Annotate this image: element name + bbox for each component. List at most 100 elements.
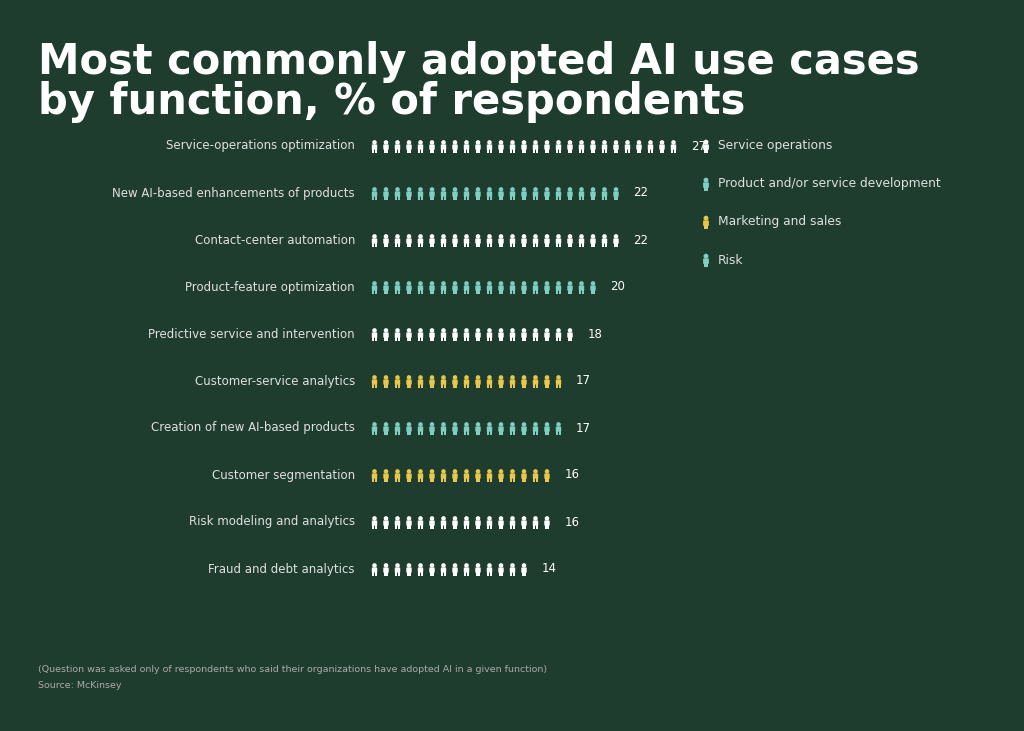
Bar bbox=[591, 196, 593, 200]
Circle shape bbox=[407, 187, 412, 192]
Circle shape bbox=[453, 422, 458, 427]
FancyBboxPatch shape bbox=[440, 145, 446, 150]
FancyBboxPatch shape bbox=[510, 426, 515, 431]
Bar bbox=[499, 431, 501, 434]
FancyBboxPatch shape bbox=[521, 145, 526, 150]
FancyBboxPatch shape bbox=[395, 474, 400, 479]
Circle shape bbox=[395, 422, 399, 427]
Bar bbox=[456, 478, 457, 482]
Bar bbox=[375, 431, 377, 434]
Bar bbox=[384, 196, 386, 200]
Circle shape bbox=[384, 328, 388, 333]
Circle shape bbox=[521, 187, 526, 192]
FancyBboxPatch shape bbox=[440, 426, 446, 431]
Circle shape bbox=[510, 281, 515, 286]
Bar bbox=[502, 572, 503, 575]
FancyBboxPatch shape bbox=[383, 379, 389, 385]
Bar bbox=[524, 478, 526, 482]
FancyBboxPatch shape bbox=[521, 567, 526, 572]
Bar bbox=[502, 243, 503, 246]
Bar bbox=[567, 149, 569, 153]
Circle shape bbox=[430, 422, 434, 427]
Bar bbox=[456, 525, 457, 529]
Bar bbox=[430, 525, 431, 529]
Bar bbox=[556, 149, 558, 153]
Circle shape bbox=[499, 328, 503, 333]
Bar bbox=[395, 149, 397, 153]
FancyBboxPatch shape bbox=[602, 238, 607, 243]
Bar bbox=[548, 431, 549, 434]
FancyBboxPatch shape bbox=[499, 567, 504, 572]
Circle shape bbox=[487, 234, 492, 239]
Bar bbox=[373, 478, 374, 482]
FancyBboxPatch shape bbox=[510, 238, 515, 243]
Circle shape bbox=[534, 328, 538, 333]
Text: 20: 20 bbox=[610, 281, 626, 294]
Bar bbox=[375, 149, 377, 153]
Bar bbox=[478, 384, 480, 387]
Circle shape bbox=[418, 281, 423, 286]
FancyBboxPatch shape bbox=[440, 520, 446, 526]
Circle shape bbox=[384, 281, 388, 286]
Circle shape bbox=[521, 281, 526, 286]
Bar bbox=[602, 149, 604, 153]
Circle shape bbox=[487, 422, 492, 427]
Circle shape bbox=[441, 140, 445, 145]
Circle shape bbox=[464, 563, 469, 568]
FancyBboxPatch shape bbox=[429, 426, 435, 431]
FancyBboxPatch shape bbox=[440, 333, 446, 338]
Circle shape bbox=[407, 422, 412, 427]
Circle shape bbox=[510, 469, 515, 474]
Circle shape bbox=[453, 187, 458, 192]
Bar bbox=[522, 290, 523, 294]
Bar bbox=[556, 384, 558, 387]
Bar bbox=[524, 525, 526, 529]
Text: Contact-center automation: Contact-center automation bbox=[195, 233, 355, 246]
Bar bbox=[464, 196, 466, 200]
Circle shape bbox=[418, 469, 423, 474]
Circle shape bbox=[510, 187, 515, 192]
Circle shape bbox=[395, 516, 399, 520]
Circle shape bbox=[476, 516, 480, 520]
Bar bbox=[398, 525, 399, 529]
Text: 17: 17 bbox=[575, 422, 591, 434]
Bar bbox=[430, 431, 431, 434]
Bar bbox=[487, 149, 489, 153]
Bar bbox=[545, 337, 547, 341]
Bar bbox=[441, 572, 443, 575]
Circle shape bbox=[373, 140, 377, 145]
Bar bbox=[478, 243, 480, 246]
Bar bbox=[522, 196, 523, 200]
Bar bbox=[386, 337, 388, 341]
FancyBboxPatch shape bbox=[532, 192, 539, 197]
FancyBboxPatch shape bbox=[545, 520, 550, 526]
Bar bbox=[384, 525, 386, 529]
FancyBboxPatch shape bbox=[636, 145, 642, 150]
Bar bbox=[567, 290, 569, 294]
FancyBboxPatch shape bbox=[418, 145, 423, 150]
Bar bbox=[487, 337, 489, 341]
Circle shape bbox=[499, 187, 503, 192]
Bar bbox=[453, 431, 455, 434]
Circle shape bbox=[534, 187, 538, 192]
FancyBboxPatch shape bbox=[499, 474, 504, 479]
FancyBboxPatch shape bbox=[510, 145, 515, 150]
Circle shape bbox=[476, 328, 480, 333]
Bar bbox=[582, 243, 584, 246]
Bar bbox=[524, 196, 526, 200]
Bar bbox=[384, 431, 386, 434]
Bar bbox=[499, 337, 501, 341]
Bar bbox=[453, 478, 455, 482]
Bar bbox=[432, 525, 434, 529]
Bar bbox=[602, 243, 604, 246]
FancyBboxPatch shape bbox=[499, 333, 504, 338]
Bar bbox=[502, 290, 503, 294]
Bar bbox=[476, 337, 477, 341]
Bar bbox=[545, 478, 547, 482]
Bar bbox=[536, 196, 538, 200]
FancyBboxPatch shape bbox=[475, 474, 480, 479]
Circle shape bbox=[567, 281, 572, 286]
Bar bbox=[510, 196, 512, 200]
FancyBboxPatch shape bbox=[407, 520, 412, 526]
Circle shape bbox=[418, 422, 423, 427]
